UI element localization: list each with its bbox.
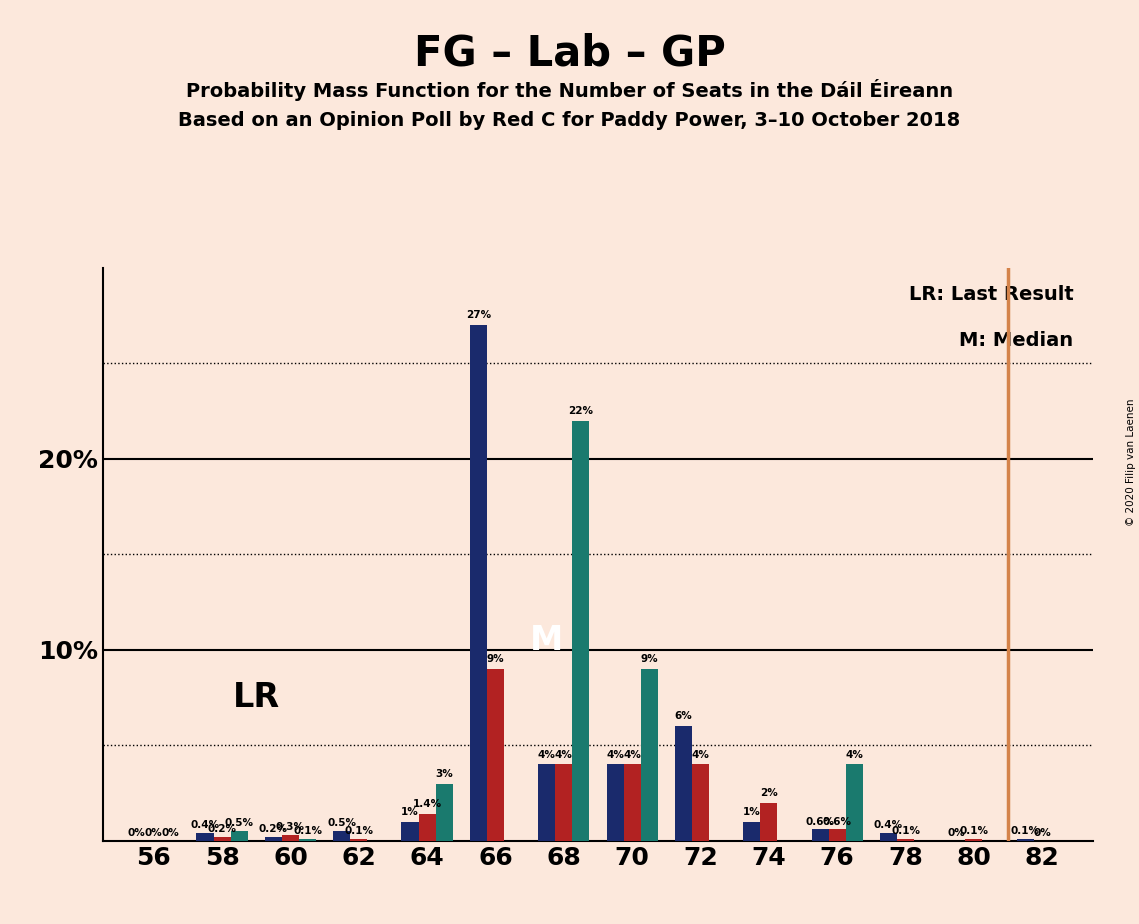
Bar: [624, 764, 640, 841]
Bar: [487, 669, 505, 841]
Text: M: Median: M: Median: [959, 331, 1074, 350]
Bar: [555, 764, 572, 841]
Bar: [401, 821, 418, 841]
Text: © 2020 Filip van Laenen: © 2020 Filip van Laenen: [1126, 398, 1136, 526]
Text: 4%: 4%: [691, 749, 710, 760]
Text: 0.5%: 0.5%: [327, 819, 357, 829]
Text: 4%: 4%: [845, 749, 863, 760]
Text: 0.5%: 0.5%: [224, 819, 254, 829]
Bar: [214, 837, 230, 841]
Bar: [196, 833, 213, 841]
Bar: [693, 764, 710, 841]
Text: 9%: 9%: [640, 654, 658, 664]
Text: 0.6%: 0.6%: [822, 817, 852, 826]
Text: 0.4%: 0.4%: [190, 821, 220, 831]
Bar: [1016, 839, 1034, 841]
Bar: [966, 839, 983, 841]
Text: 4%: 4%: [538, 749, 556, 760]
Text: 0%: 0%: [128, 828, 146, 838]
Text: 0.1%: 0.1%: [1010, 826, 1040, 836]
Text: 0.4%: 0.4%: [874, 821, 903, 831]
Bar: [606, 764, 624, 841]
Text: 1%: 1%: [401, 807, 419, 817]
Text: 4%: 4%: [606, 749, 624, 760]
Text: 6%: 6%: [674, 711, 693, 722]
Bar: [470, 325, 487, 841]
Text: 0%: 0%: [948, 828, 966, 838]
Bar: [231, 832, 248, 841]
Bar: [760, 803, 777, 841]
Text: 0.1%: 0.1%: [293, 826, 322, 836]
Text: 2%: 2%: [760, 788, 778, 797]
Bar: [744, 821, 761, 841]
Bar: [419, 814, 435, 841]
Bar: [300, 839, 317, 841]
Text: 0.2%: 0.2%: [259, 824, 288, 834]
Text: 1%: 1%: [743, 807, 761, 817]
Text: 0%: 0%: [145, 828, 163, 838]
Bar: [333, 832, 350, 841]
Text: 9%: 9%: [486, 654, 505, 664]
Text: LR: Last Result: LR: Last Result: [909, 286, 1074, 304]
Text: 27%: 27%: [466, 310, 491, 321]
Text: Based on an Opinion Poll by Red C for Paddy Power, 3–10 October 2018: Based on an Opinion Poll by Red C for Pa…: [179, 111, 960, 130]
Text: 3%: 3%: [435, 769, 453, 779]
Text: 0.1%: 0.1%: [959, 826, 989, 836]
Text: 4%: 4%: [623, 749, 641, 760]
Text: 0.3%: 0.3%: [276, 822, 305, 833]
Text: 0%: 0%: [1033, 828, 1051, 838]
Text: 0%: 0%: [162, 828, 180, 838]
Text: 22%: 22%: [568, 406, 593, 416]
Text: FG – Lab – GP: FG – Lab – GP: [413, 32, 726, 74]
Bar: [640, 669, 658, 841]
Bar: [264, 837, 281, 841]
Bar: [538, 764, 555, 841]
Text: Probability Mass Function for the Number of Seats in the Dáil Éireann: Probability Mass Function for the Number…: [186, 79, 953, 101]
Text: 0.6%: 0.6%: [805, 817, 835, 826]
Bar: [845, 764, 863, 841]
Bar: [898, 839, 915, 841]
Bar: [674, 726, 693, 841]
Text: LR: LR: [232, 681, 280, 714]
Bar: [811, 830, 828, 841]
Bar: [350, 839, 367, 841]
Text: 0.1%: 0.1%: [344, 826, 374, 836]
Bar: [281, 835, 298, 841]
Text: 0.2%: 0.2%: [207, 824, 237, 834]
Bar: [435, 784, 453, 841]
Bar: [828, 830, 845, 841]
Text: 4%: 4%: [555, 749, 573, 760]
Bar: [880, 833, 898, 841]
Text: M: M: [530, 624, 564, 657]
Text: 0.1%: 0.1%: [891, 826, 920, 836]
Text: 1.4%: 1.4%: [412, 799, 442, 809]
Bar: [572, 420, 590, 841]
